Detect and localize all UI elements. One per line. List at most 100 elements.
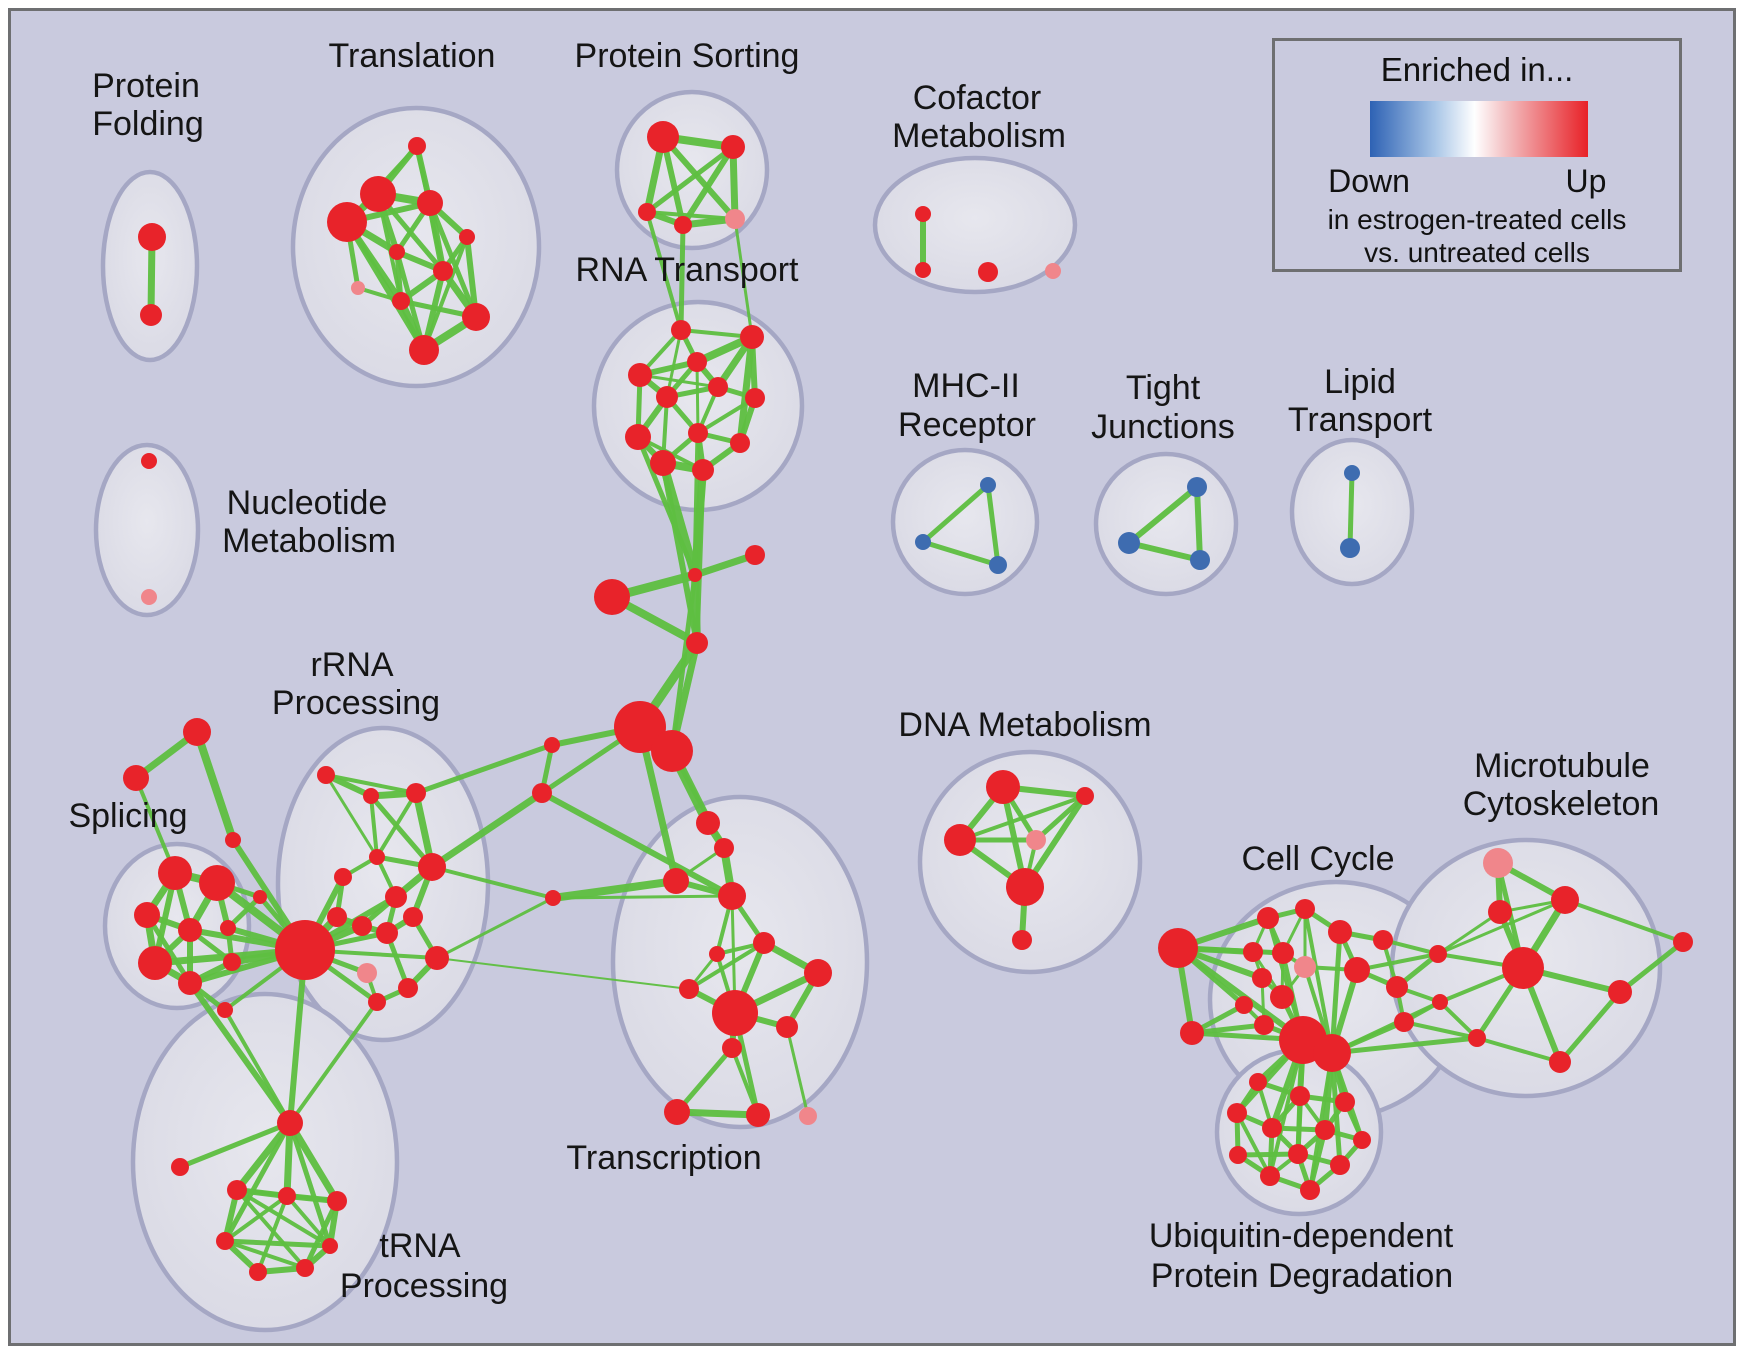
network-node-cc5: [1272, 942, 1294, 964]
network-node-cc12: [1373, 930, 1393, 950]
network-edge: [1563, 898, 1685, 944]
network-node-CCH2: [1313, 1034, 1351, 1072]
network-node-rr5: [334, 868, 352, 886]
legend-box: Enriched in... Down Up in estrogen-treat…: [1272, 38, 1682, 272]
network-node-tc9: [776, 1016, 798, 1038]
network-node-sp7: [178, 971, 202, 995]
network-node-j2: [686, 632, 708, 654]
network-edge: [1436, 898, 1567, 956]
network-edge: [678, 222, 686, 333]
cluster-label-transcription: Transcription: [566, 1139, 761, 1177]
network-node-jr: [745, 545, 765, 565]
network-node-r12: [692, 459, 714, 481]
network-node-rr3: [406, 783, 426, 803]
network-node-tc2: [714, 838, 734, 858]
network-edge: [549, 877, 680, 902]
network-edge: [645, 210, 683, 332]
network-node-cc9: [1270, 985, 1294, 1009]
legend-title: Enriched in...: [1380, 51, 1574, 88]
network-edge: [375, 791, 418, 859]
network-node-rr4: [369, 849, 385, 865]
network-edge: [729, 143, 739, 223]
network-node-cc4: [1243, 942, 1263, 962]
network-node-sp8: [223, 953, 241, 971]
network-edge: [134, 776, 177, 875]
network-edge: [785, 1025, 810, 1118]
network-node-ps1: [647, 121, 679, 153]
network-node-mt4: [1549, 1051, 1571, 1073]
network-edge: [1307, 1127, 1328, 1193]
network-node-u8: [1229, 1146, 1247, 1164]
network-edge: [223, 1008, 292, 1125]
network-node-rr8: [327, 907, 347, 927]
network-node-ps5: [725, 209, 745, 229]
cluster-label-ubiquitin-degradation: Protein Degradation: [1151, 1257, 1453, 1295]
cluster-label-microtubule-cytoskeleton: Microtubule: [1474, 747, 1650, 785]
network-edge: [958, 794, 1087, 842]
cluster-ellipse-transcription: [610, 794, 870, 1130]
network-edge: [687, 941, 766, 991]
network-edge: [324, 773, 418, 795]
network-node-cf1: [915, 206, 931, 222]
network-node-u7: [1353, 1131, 1371, 1149]
network-node-mh3: [989, 556, 1007, 574]
network-node-r4: [687, 352, 707, 372]
network-node-pf1: [138, 223, 166, 251]
cluster-label-protein-folding: Protein: [92, 67, 200, 105]
cluster-ellipse-cofactor-metabolism: [872, 155, 1078, 295]
network-edge: [369, 794, 379, 859]
network-node-r11: [650, 450, 676, 476]
network-node-lm1: [544, 737, 560, 753]
network-node-sp6: [138, 946, 172, 980]
legend-caption-line1: in estrogen-treated cells: [1327, 204, 1627, 235]
network-node-t9: [392, 292, 410, 310]
network-node-rr15: [368, 993, 386, 1011]
network-node-ps4: [674, 216, 692, 234]
network-edge: [636, 723, 680, 885]
legend-gradient-bar: [1370, 101, 1588, 157]
cluster-ellipse-mhc-ii-receptor: [890, 447, 1040, 597]
network-node-tn1: [227, 1180, 247, 1200]
network-edge: [430, 865, 555, 900]
network-node-tn5: [322, 1238, 338, 1254]
network-node-sp10: [217, 1002, 233, 1018]
network-node-mt5: [1673, 932, 1693, 952]
network-node-tc13: [799, 1107, 817, 1125]
network-edge: [428, 789, 546, 871]
network-edge: [285, 1194, 332, 1248]
network-node-t10: [462, 303, 490, 331]
network-node-sp4: [178, 918, 202, 942]
network-edge: [368, 793, 435, 870]
network-edge: [223, 1194, 289, 1243]
network-edge: [413, 742, 555, 796]
network-node-tc6: [753, 932, 775, 954]
network-node-d5: [1006, 868, 1044, 906]
cluster-label-cell-cycle: Cell Cycle: [1241, 840, 1394, 878]
network-edge: [660, 134, 738, 222]
cluster-label-rrna-processing: Processing: [272, 684, 440, 722]
network-node-tn4: [216, 1232, 234, 1250]
legend-caption-line2: vs. untreated cells: [1364, 237, 1590, 268]
network-edge: [1126, 540, 1203, 563]
network-node-tc8: [679, 979, 699, 999]
network-node-RH: [275, 920, 335, 980]
network-node-TH: [277, 1110, 303, 1136]
cluster-label-rna-transport: RNA Transport: [576, 251, 800, 289]
network-node-cc14: [1394, 1012, 1414, 1032]
network-edge: [286, 1119, 341, 1205]
network-node-u2: [1290, 1086, 1310, 1106]
network-node-tc10: [722, 1038, 742, 1058]
network-node-rr1: [317, 766, 335, 784]
network-node-rr7: [385, 886, 407, 908]
network-edge: [193, 728, 237, 844]
network-node-rr10: [376, 922, 398, 944]
network-edge: [1347, 470, 1355, 551]
network-node-lm2: [532, 783, 552, 803]
network-edge: [733, 217, 754, 339]
cluster-label-protein-sorting: Protein Sorting: [575, 37, 800, 75]
cluster-label-tight-junctions: Tight: [1126, 369, 1201, 407]
network-node-r2: [740, 325, 764, 349]
network-node-u11: [1260, 1166, 1280, 1186]
network-node-cc10: [1235, 996, 1253, 1014]
